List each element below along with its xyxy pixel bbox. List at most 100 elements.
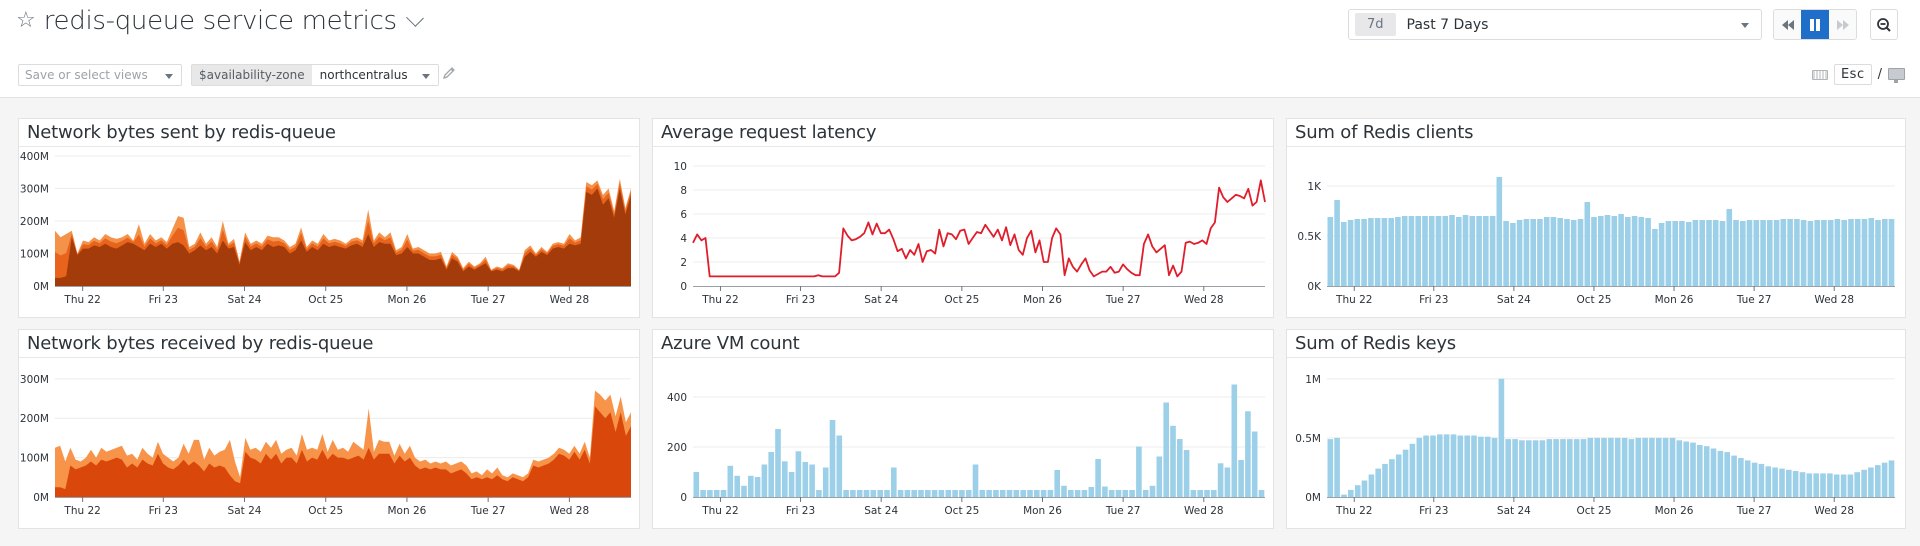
svg-text:200M: 200M <box>20 413 49 425</box>
keyboard-icon <box>1811 69 1828 80</box>
svg-text:Tue 27: Tue 27 <box>470 505 506 517</box>
svg-text:Mon 26: Mon 26 <box>1023 294 1062 306</box>
svg-text:Fri 23: Fri 23 <box>1419 294 1448 306</box>
template-variable-availability-zone[interactable]: $availability-zone northcentralus <box>191 64 439 86</box>
svg-text:Tue 27: Tue 27 <box>1736 505 1772 517</box>
svg-text:100M: 100M <box>20 453 49 465</box>
svg-text:400M: 400M <box>20 151 49 163</box>
dashboard-header: ☆ redis-queue service metrics Save or se… <box>0 0 1920 98</box>
svg-text:0M: 0M <box>1305 492 1321 504</box>
area-chart[interactable]: 0M 100M 200M 300M 400M Thu 22 Fri 23 Sat 24 Oct … <box>19 148 639 318</box>
rewind-icon <box>1781 19 1794 30</box>
title-row: ☆ redis-queue service metrics <box>16 6 424 36</box>
time-range-badge: 7d <box>1355 13 1396 36</box>
svg-text:0.5K: 0.5K <box>1297 231 1322 243</box>
svg-text:Oct 25: Oct 25 <box>308 505 343 517</box>
svg-text:Mon 26: Mon 26 <box>388 505 427 517</box>
svg-text:Thu 22: Thu 22 <box>701 505 738 517</box>
svg-text:0M: 0M <box>33 492 49 504</box>
svg-text:Tue 27: Tue 27 <box>470 294 506 306</box>
svg-text:Sat 24: Sat 24 <box>228 294 262 306</box>
widget-title: Sum of Redis keys <box>1287 330 1905 358</box>
svg-text:Wed 28: Wed 28 <box>550 505 590 517</box>
svg-text:Thu 22: Thu 22 <box>1335 505 1372 517</box>
widget-title: Azure VM count <box>653 330 1273 358</box>
esc-key[interactable]: Esc <box>1833 64 1872 85</box>
series <box>693 384 1265 498</box>
zoom-out-icon <box>1877 17 1891 32</box>
zoom-out-button[interactable] <box>1870 9 1898 40</box>
widget-sum-redis-keys: Sum of Redis keys 0M 0.5M 1M Thu 22 Fri 23 Sa… <box>1286 329 1906 529</box>
bar-chart[interactable]: 0M 0.5M 1M Thu 22 Fri 23 Sat 24 Oct 25 Mon 26 Tu… <box>1287 359 1905 529</box>
rewind-button[interactable] <box>1774 10 1801 39</box>
svg-text:Sat 24: Sat 24 <box>228 505 262 517</box>
svg-text:Thu 22: Thu 22 <box>63 505 100 517</box>
svg-text:Thu 22: Thu 22 <box>1335 294 1372 306</box>
favorite-star-icon[interactable]: ☆ <box>16 8 36 33</box>
fast-forward-button[interactable] <box>1829 10 1856 39</box>
svg-text:Fri 23: Fri 23 <box>1419 505 1448 517</box>
svg-text:Mon 26: Mon 26 <box>388 294 427 306</box>
svg-text:Fri 23: Fri 23 <box>149 505 178 517</box>
tv-mode-icon[interactable] <box>1888 67 1905 83</box>
svg-text:Fri 23: Fri 23 <box>786 294 815 306</box>
widget-title: Sum of Redis clients <box>1287 119 1905 147</box>
widget-network-bytes-sent: Network bytes sent by redis-queue 0M 100M… <box>18 118 640 318</box>
svg-text:300M: 300M <box>20 374 49 386</box>
svg-text:1K: 1K <box>1307 181 1322 193</box>
shortcut-separator: / <box>1877 67 1882 82</box>
svg-text:0M: 0M <box>33 281 49 293</box>
svg-text:Sat 24: Sat 24 <box>1497 294 1531 306</box>
svg-text:Sat 24: Sat 24 <box>864 294 898 306</box>
svg-text:400: 400 <box>667 392 687 404</box>
time-range-select[interactable]: 7d Past 7 Days <box>1348 9 1762 40</box>
svg-text:Oct 25: Oct 25 <box>308 294 343 306</box>
svg-text:200M: 200M <box>20 216 49 228</box>
template-variable-value[interactable]: northcentralus <box>311 65 438 85</box>
svg-text:6: 6 <box>680 209 687 221</box>
svg-text:Sat 24: Sat 24 <box>864 505 898 517</box>
widget-sum-redis-clients: Sum of Redis clients 0K 0.5K 1K Thu 22 Fri 2… <box>1286 118 1906 318</box>
caret-down-icon <box>165 74 173 79</box>
series <box>55 178 631 286</box>
playback-controls <box>1773 9 1857 40</box>
svg-text:Fri 23: Fri 23 <box>149 294 178 306</box>
svg-text:0: 0 <box>680 281 687 293</box>
pause-button[interactable] <box>1801 10 1829 39</box>
chevron-down-icon[interactable] <box>405 9 424 27</box>
svg-text:Tue 27: Tue 27 <box>1105 294 1141 306</box>
svg-text:8: 8 <box>680 185 687 197</box>
svg-text:Wed 28: Wed 28 <box>1184 294 1224 306</box>
bar-chart[interactable]: 0K 0.5K 1K Thu 22 Fri 23 Sat 24 Oct 25 Mon 26 Tu… <box>1287 148 1905 318</box>
widget-azure-vm-count: Azure VM count 0 200 400 Thu 22 Fri 23 Sat 24… <box>652 329 1274 529</box>
saved-views-select[interactable]: Save or select views <box>18 64 182 86</box>
bar-chart[interactable]: 0 200 400 Thu 22 Fri 23 Sat 24 Oct 25 Mon 26 Tue… <box>653 359 1273 529</box>
area-chart[interactable]: 0M 100M 200M 300M Thu 22 Fri 23 Sat 24 Oct 25 Mo… <box>19 359 639 529</box>
svg-text:Tue 27: Tue 27 <box>1736 294 1772 306</box>
keyboard-shortcut-hint: Esc / <box>1811 64 1905 85</box>
svg-text:Fri 23: Fri 23 <box>786 505 815 517</box>
svg-text:Wed 28: Wed 28 <box>1814 294 1854 306</box>
widget-title: Network bytes sent by redis-queue <box>19 119 639 147</box>
fast-forward-icon <box>1836 19 1849 30</box>
svg-text:Mon 26: Mon 26 <box>1023 505 1062 517</box>
svg-text:Mon 26: Mon 26 <box>1655 294 1694 306</box>
time-range-label: Past 7 Days <box>1406 16 1489 33</box>
svg-text:Thu 22: Thu 22 <box>701 294 738 306</box>
widget-title: Average request latency <box>653 119 1273 147</box>
svg-text:1M: 1M <box>1305 374 1321 386</box>
svg-text:Wed 28: Wed 28 <box>550 294 590 306</box>
line-chart[interactable]: 0 2 4 6 8 10 Thu 22 Fri 23 Sat 24 Oct 25 Mon 26 Tue… <box>653 148 1273 318</box>
series <box>55 390 631 497</box>
svg-text:0: 0 <box>680 492 687 504</box>
series <box>1327 177 1895 286</box>
caret-down-icon <box>1741 23 1749 28</box>
edit-pencil-icon[interactable] <box>442 66 456 84</box>
svg-text:200: 200 <box>667 442 687 454</box>
svg-text:Oct 25: Oct 25 <box>944 505 979 517</box>
widget-network-bytes-received: Network bytes received by redis-queue 0M… <box>18 329 640 529</box>
svg-text:300M: 300M <box>20 184 49 196</box>
page-title: redis-queue service metrics <box>43 6 397 36</box>
widget-average-request-latency: Average request latency 0 2 4 6 8 10 Thu 22 Fri… <box>652 118 1274 318</box>
series <box>692 179 1266 278</box>
